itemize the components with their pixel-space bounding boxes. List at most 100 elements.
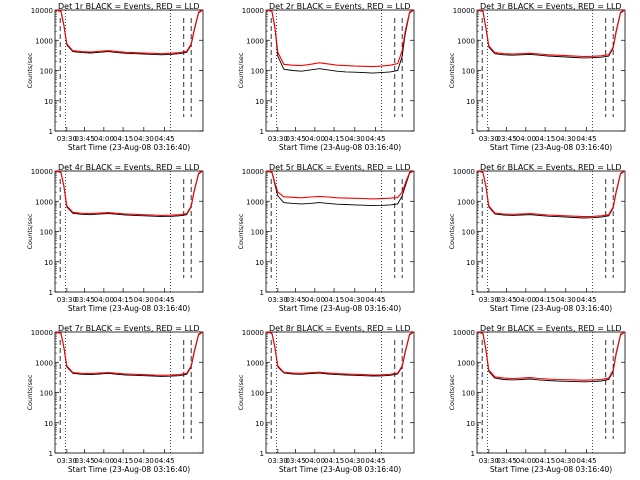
y-tick-label: 10 [255, 420, 264, 428]
x-tick-label: 04:30 [345, 457, 365, 465]
plot-frame [265, 9, 415, 132]
events-series-line [265, 170, 415, 207]
y-tick-label: 100 [251, 229, 264, 237]
x-axis-label: Start Time (23-Aug-08 03:16:40) [490, 304, 612, 313]
y-tick-label: 10 [466, 420, 475, 428]
x-tick-label: 04:30 [345, 296, 365, 304]
panel-title: Det 9r BLACK = Events, RED = LLD [480, 324, 622, 333]
x-tick-label: 04:45 [576, 457, 596, 465]
x-tick-label: 03:30 [57, 296, 77, 304]
y-tick-label: 100 [462, 229, 475, 237]
y-tick-label: 10000 [453, 168, 475, 176]
panel-title: Det 2r BLACK = Events, RED = LLD [269, 2, 411, 11]
y-tick-label: 1000 [457, 37, 475, 45]
x-tick-label: 03:30 [268, 296, 288, 304]
x-tick-label: 03:45 [286, 457, 306, 465]
y-tick-label: 100 [251, 68, 264, 76]
x-tick-label: 04:15 [113, 457, 133, 465]
x-tick-label: 03:30 [479, 135, 499, 143]
y-tick-label: 1 [49, 128, 53, 136]
x-tick-label: 04:15 [535, 296, 555, 304]
x-tick-label: 04:15 [113, 135, 133, 143]
y-tick-label: 1 [49, 450, 53, 458]
x-tick-label: 04:45 [365, 296, 385, 304]
y-tick-label: 1 [49, 289, 53, 297]
events-series-line [476, 170, 626, 219]
x-axis-label: Start Time (23-Aug-08 03:16:40) [68, 304, 190, 313]
y-tick-label: 100 [40, 68, 53, 76]
events-series-line [265, 9, 415, 74]
y-tick-label: 100 [40, 390, 53, 398]
x-tick-label: 04:30 [134, 135, 154, 143]
x-axis-label: Start Time (23-Aug-08 03:16:40) [490, 465, 612, 474]
x-tick-label: 04:45 [154, 296, 174, 304]
plot-frame [54, 170, 204, 293]
x-tick-label: 04:00 [305, 296, 325, 304]
events-series-line [54, 170, 204, 218]
x-tick-label: 03:45 [286, 135, 306, 143]
lld-series-line [265, 170, 415, 200]
x-tick-label: 04:00 [516, 296, 536, 304]
y-tick-label: 10000 [242, 7, 264, 15]
x-tick-label: 04:30 [134, 457, 154, 465]
x-tick-label: 04:00 [94, 135, 114, 143]
panel-title: Det 6r BLACK = Events, RED = LLD [480, 163, 622, 172]
events-series-line [54, 331, 204, 377]
panel-det-7: Det 7r BLACK = Events, RED = LLD 1 10 100 10… [26, 324, 204, 474]
x-tick-label: 04:30 [134, 296, 154, 304]
x-tick-label: 03:30 [268, 457, 288, 465]
x-axis-label: Start Time (23-Aug-08 03:16:40) [279, 304, 401, 313]
plot-frame [265, 331, 415, 454]
y-tick-label: 10 [466, 259, 475, 267]
y-axis-label: Counts/sec [26, 52, 34, 88]
y-tick-label: 10 [44, 420, 53, 428]
x-tick-label: 04:45 [576, 296, 596, 304]
panel-det-1: Det 1r BLACK = Events, RED = LLD 1 10 100 10… [26, 2, 204, 152]
x-tick-label: 03:45 [497, 296, 517, 304]
lld-series-line [476, 170, 626, 218]
y-tick-label: 10000 [31, 329, 53, 337]
plot-frame [476, 331, 626, 454]
x-tick-label: 04:15 [535, 135, 555, 143]
y-tick-label: 1 [260, 450, 264, 458]
panel-det-9: Det 9r BLACK = Events, RED = LLD 1 10 100 10… [448, 324, 626, 474]
y-tick-label: 1000 [457, 359, 475, 367]
y-axis-label: Counts/sec [237, 213, 245, 249]
y-tick-label: 10000 [242, 329, 264, 337]
x-tick-label: 03:45 [75, 457, 95, 465]
x-tick-label: 04:30 [556, 296, 576, 304]
x-tick-label: 04:15 [113, 296, 133, 304]
x-tick-label: 03:45 [75, 135, 95, 143]
panel-det-4: Det 4r BLACK = Events, RED = LLD 1 10 100 10… [26, 163, 204, 313]
y-axis-label: Counts/sec [448, 52, 456, 88]
y-axis-label: Counts/sec [448, 374, 456, 410]
y-tick-label: 1 [471, 450, 475, 458]
y-axis-label: Counts/sec [26, 213, 34, 249]
x-tick-label: 04:00 [94, 296, 114, 304]
y-axis-label: Counts/sec [237, 52, 245, 88]
events-series-line [476, 331, 626, 383]
panel-det-8: Det 8r BLACK = Events, RED = LLD 1 10 100 10… [237, 324, 415, 474]
y-tick-label: 10 [44, 259, 53, 267]
lld-series-line [476, 331, 626, 381]
lld-series-line [54, 331, 204, 376]
plot-frame [54, 9, 204, 132]
x-tick-label: 03:30 [479, 296, 499, 304]
plot-frame [265, 170, 415, 293]
x-tick-label: 04:15 [324, 296, 344, 304]
x-tick-label: 03:45 [286, 296, 306, 304]
x-tick-label: 04:00 [94, 457, 114, 465]
x-tick-label: 04:30 [345, 135, 365, 143]
plot-frame [54, 331, 204, 454]
y-tick-label: 1000 [457, 198, 475, 206]
events-series-line [54, 9, 204, 56]
x-tick-label: 04:30 [556, 457, 576, 465]
y-tick-label: 1 [260, 128, 264, 136]
y-tick-label: 1000 [35, 198, 53, 206]
y-tick-label: 100 [462, 390, 475, 398]
lld-series-line [54, 170, 204, 216]
y-axis-label: Counts/sec [237, 374, 245, 410]
x-tick-label: 04:30 [556, 135, 576, 143]
x-tick-label: 04:15 [324, 457, 344, 465]
x-tick-label: 04:00 [305, 135, 325, 143]
